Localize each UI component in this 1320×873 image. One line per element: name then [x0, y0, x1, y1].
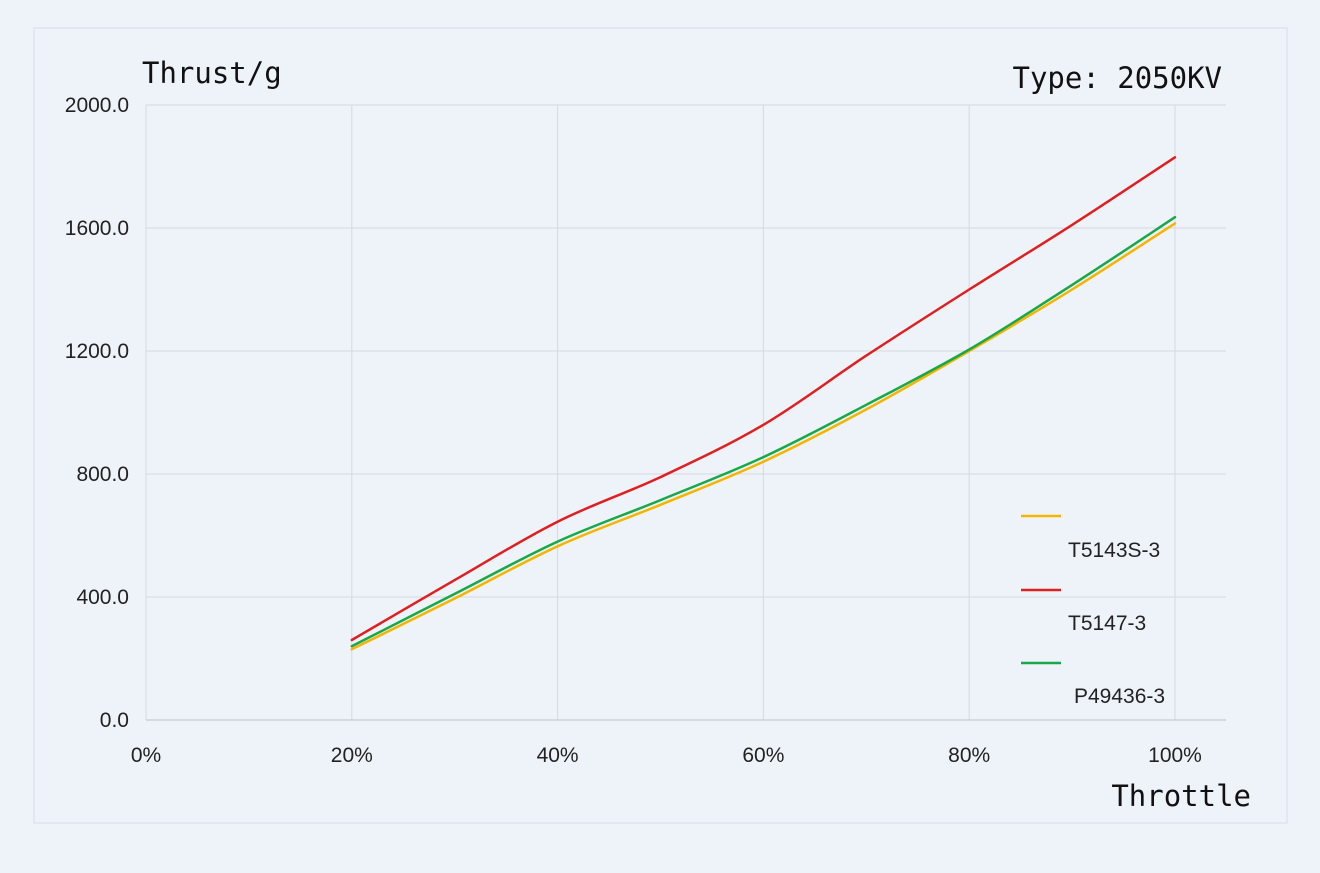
series-lines [350, 156, 1177, 651]
y-tick-label: 1600.0 [65, 217, 129, 240]
y-tick-label: 2000.0 [65, 94, 129, 117]
y-tick-label: 1200.0 [65, 340, 129, 363]
x-tick-label: 100% [1148, 744, 1202, 767]
y-tick-label: 0.0 [100, 709, 129, 732]
series-line-t5143s-3 [350, 222, 1177, 651]
x-tick-label: 80% [948, 744, 990, 767]
x-axis-label: Throttle [1111, 779, 1251, 813]
y-tick-label: 400.0 [76, 586, 129, 609]
x-tick-label: 40% [537, 744, 579, 767]
x-tick-label: 0% [131, 744, 161, 767]
x-tick-label: 60% [742, 744, 784, 767]
y-tick-label: 800.0 [76, 463, 129, 486]
legend-label: P49436-3 [1074, 685, 1165, 708]
legend: T5143S-3 T5147-3 P49436-3 [1021, 514, 1165, 708]
y-axis-label: Thrust/g [142, 56, 282, 90]
series-line-t5147-3 [350, 156, 1177, 642]
grid [145, 104, 1226, 720]
legend-label: T5147-3 [1068, 612, 1146, 635]
chart-background [33, 27, 1288, 824]
axes: 0.0 400.0 800.0 1200.0 1600.0 2000.0 0% 20% 40% 6… [65, 94, 1226, 767]
x-tick-label: 20% [331, 744, 373, 767]
series-line-p49436-3 [350, 215, 1177, 648]
legend-label: T5143S-3 [1068, 539, 1160, 562]
chart-title: Type: 2050KV [1012, 61, 1222, 95]
